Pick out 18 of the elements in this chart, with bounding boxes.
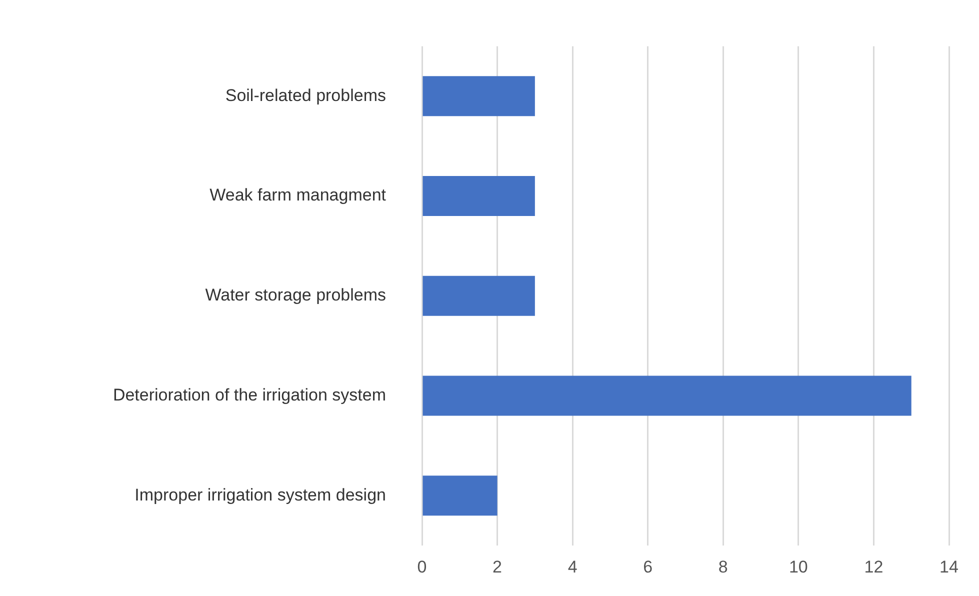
x-tick-label: 6 — [643, 557, 653, 576]
y-tick-label: Improper irrigation system design — [134, 485, 386, 504]
y-tick-label: Weak farm managment — [210, 186, 386, 205]
x-tick-label: 10 — [788, 557, 808, 576]
y-tick-label: Deterioration of the irrigation system — [112, 385, 386, 404]
x-tick-label: 8 — [718, 557, 728, 576]
bar — [422, 76, 535, 116]
x-tick-label: 12 — [864, 557, 884, 576]
bar — [422, 376, 912, 416]
x-tick-label: 2 — [492, 557, 502, 576]
y-tick-label: Soil-related problems — [225, 86, 386, 105]
x-tick-label: 14 — [940, 557, 958, 576]
x-tick-label: 4 — [568, 557, 578, 576]
bar — [422, 476, 498, 516]
y-tick-label: Water storage problems — [205, 286, 386, 305]
bar — [422, 276, 535, 316]
bar — [422, 176, 535, 216]
x-tick-label: 0 — [417, 557, 427, 576]
